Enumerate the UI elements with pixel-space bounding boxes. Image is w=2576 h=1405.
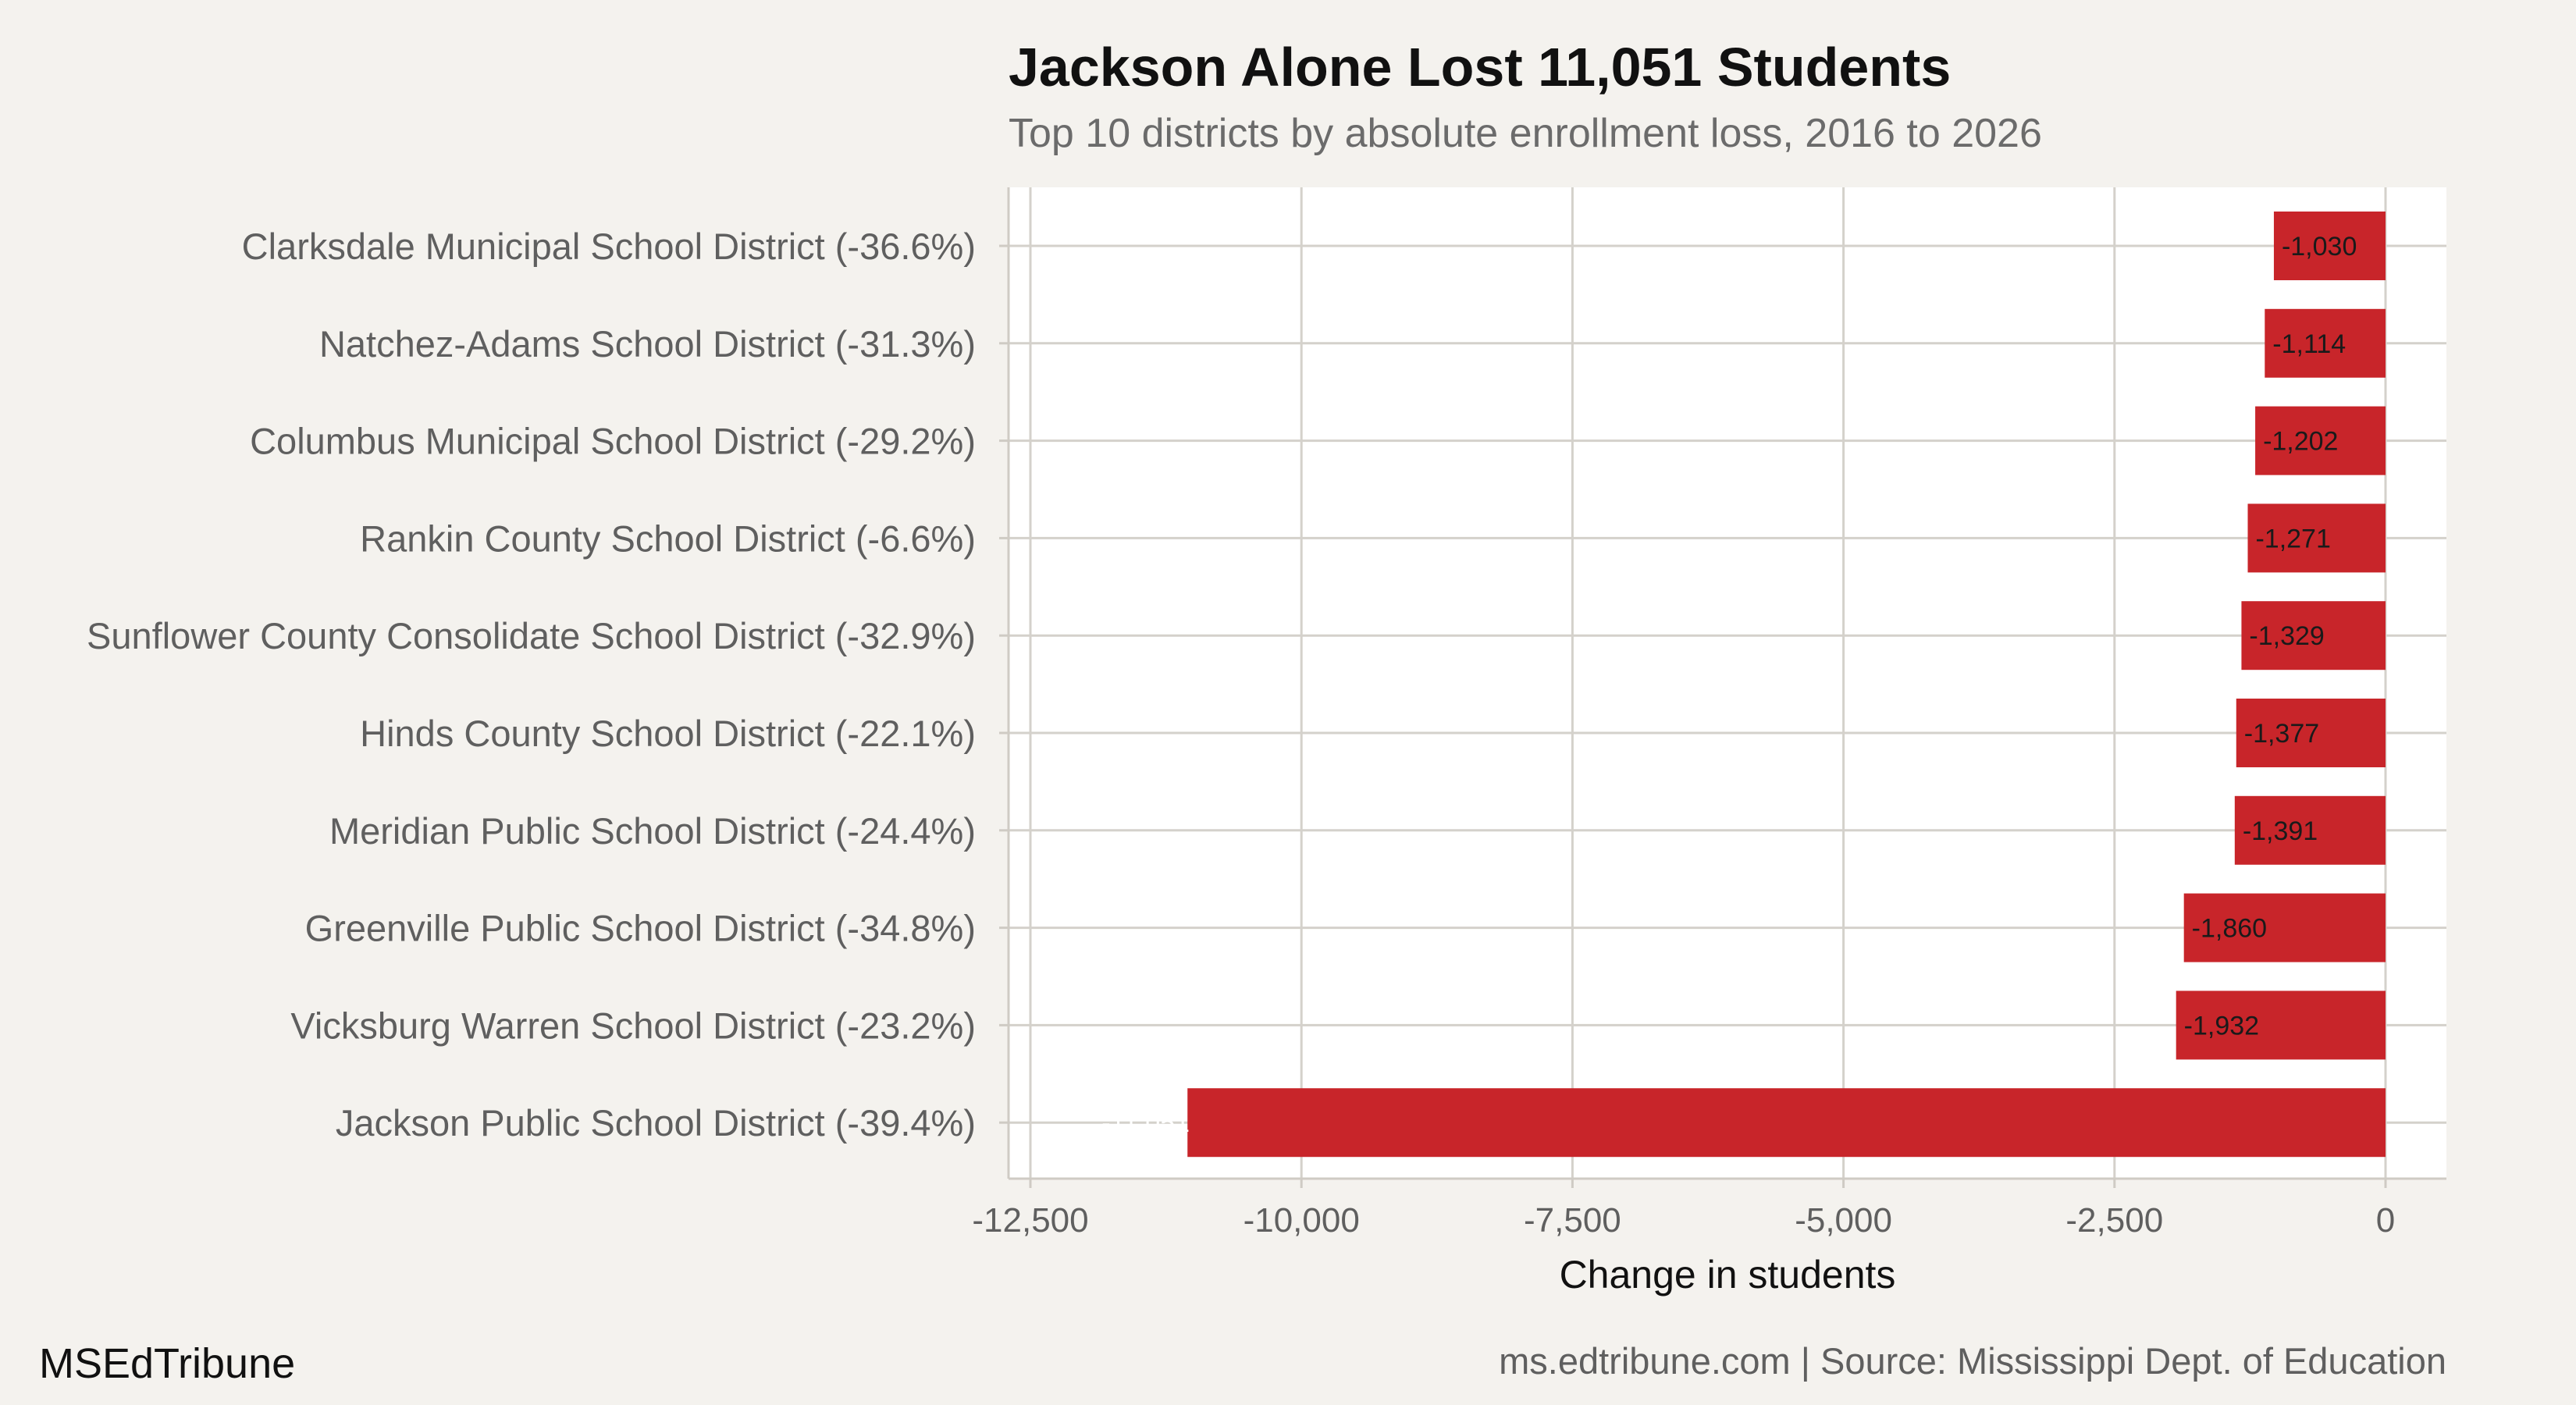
chart-subtitle: Top 10 districts by absolute enrollment … xyxy=(1009,111,2042,156)
x-axis-title: Change in students xyxy=(1560,1253,1896,1297)
bar xyxy=(2241,601,2386,670)
brand-logo-text: MSEdTribune xyxy=(39,1340,295,1387)
bar xyxy=(1187,1088,2386,1158)
bar xyxy=(2176,991,2386,1060)
bar-value-label: -1,202 xyxy=(2263,427,2338,457)
bar xyxy=(2273,212,2386,280)
category-labels: Clarksdale Municipal School District (-3… xyxy=(87,226,1009,1144)
x-tick-label: -5,000 xyxy=(1795,1201,1892,1240)
category-label: Natchez-Adams School District (-31.3%) xyxy=(319,323,976,365)
bar xyxy=(2265,308,2386,378)
bar xyxy=(2183,893,2386,962)
category-label: Vicksburg Warren School District (-23.2%… xyxy=(290,1005,976,1046)
bar xyxy=(2255,406,2386,475)
bar-value-label: -1,377 xyxy=(2244,719,2319,749)
bar-value-label: -1,114 xyxy=(2272,329,2346,359)
category-label: Hinds County School District (-22.1%) xyxy=(360,713,976,754)
chart-title: Jackson Alone Lost 11,051 Students xyxy=(1009,37,1951,98)
bar xyxy=(2247,503,2386,573)
bar xyxy=(2234,795,2386,865)
category-label: Columbus Municipal School District (-29.… xyxy=(250,421,976,462)
category-label: Jackson Public School District (-39.4%) xyxy=(336,1102,976,1144)
category-label: Greenville Public School District (-34.8… xyxy=(305,908,976,949)
x-tick-label: 0 xyxy=(2376,1201,2395,1240)
x-tick-label: -12,500 xyxy=(972,1201,1088,1240)
x-tick-label: -7,500 xyxy=(1524,1201,1621,1240)
bar-value-label: -11,051 xyxy=(1101,1108,1190,1138)
bar-value-label: -1,329 xyxy=(2249,621,2324,651)
x-axis-ticks: -12,500 -10,000 -7,500 -5,000 -2,500 0 xyxy=(972,1179,2395,1240)
x-tick-label: -2,500 xyxy=(2065,1201,2163,1240)
bar-value-label: -1,271 xyxy=(2255,524,2330,553)
category-label: Meridian Public School District (-24.4%) xyxy=(329,810,976,852)
category-label: Rankin County School District (-6.6%) xyxy=(360,518,976,559)
bar-value-label: -1,030 xyxy=(2282,232,2357,261)
bars: -1,030 -1,114 -1,202 -1,271 -1,329 -1,377 -1,3… xyxy=(1101,212,2386,1158)
category-label: Clarksdale Municipal School District (-3… xyxy=(242,226,976,267)
bar-value-label: -1,932 xyxy=(2184,1011,2259,1040)
bar xyxy=(2236,699,2386,767)
grid-lines xyxy=(1007,187,2446,1180)
bar-value-label: -1,391 xyxy=(2243,816,2318,846)
bar-value-label: -1,860 xyxy=(2192,914,2267,944)
source-caption: ms.edtribune.com | Source: Mississippi D… xyxy=(1499,1340,2446,1382)
category-label: Sunflower County Consolidate School Dist… xyxy=(87,615,976,656)
x-tick-label: -10,000 xyxy=(1244,1201,1360,1240)
